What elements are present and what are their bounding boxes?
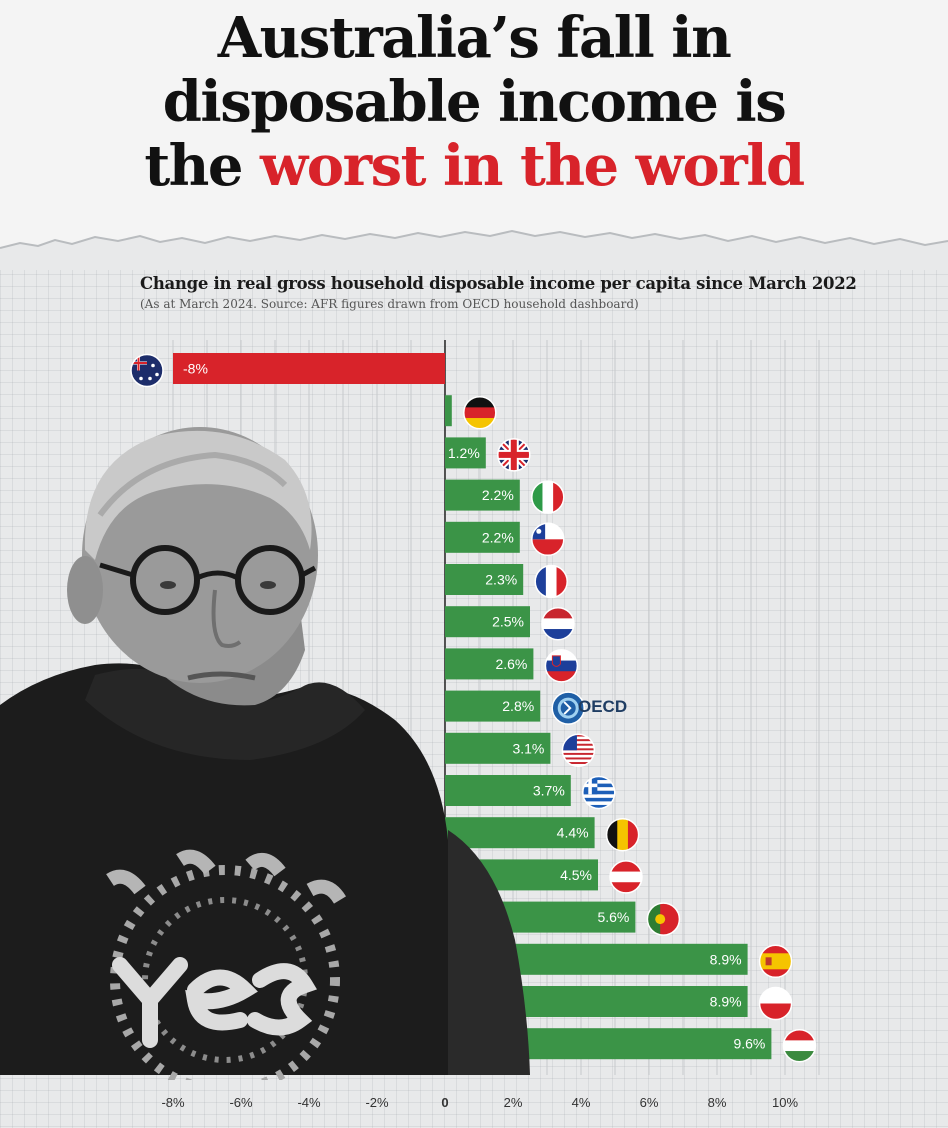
headline-area: Australia’s fall in disposable income is… — [0, 0, 948, 250]
bar — [445, 732, 551, 764]
oecd-text: OECD — [578, 697, 628, 716]
bar-value-label: -8% — [183, 361, 208, 377]
x-axis-ticks: -8% -6% -4% -2% 0 2% 4% 6% 8% 10% — [161, 1095, 798, 1110]
bar-row: 1.2% — [445, 437, 531, 472]
bar-value-label: 2.6% — [495, 656, 527, 672]
chile-flag-icon — [531, 523, 564, 556]
bar — [445, 648, 534, 680]
bar-row: 3.7% — [445, 775, 616, 810]
bar-value-label: 2.2% — [482, 487, 514, 503]
bar — [445, 395, 452, 427]
bar-value-label: 4.5% — [560, 867, 592, 883]
yes-shirt-print — [106, 849, 347, 1080]
bar-row: 2.2% — [445, 521, 565, 557]
bar — [445, 775, 571, 806]
bar-row: 4.4% — [445, 817, 640, 852]
bar — [445, 606, 530, 638]
uk-flag-icon — [497, 438, 530, 471]
bar-row: 2.2% — [445, 479, 565, 514]
bar-row: 2.3% — [445, 564, 568, 599]
slovenia-flag-icon — [545, 649, 578, 682]
bar-value-label: 3.1% — [512, 740, 544, 756]
bar-value-label: 5.6% — [597, 909, 629, 925]
bar-value-label: 1.2% — [448, 445, 480, 461]
bar-row: 3.1% — [445, 732, 596, 768]
x-tick-label: 4% — [572, 1095, 591, 1110]
bar-row: 2.6% — [445, 648, 579, 683]
bar-value-label: 2.2% — [482, 529, 514, 545]
headline-line-1: Australia’s fall in — [217, 5, 732, 71]
germany-flag-icon — [463, 396, 496, 429]
greece-flag-icon — [582, 776, 615, 809]
x-tick-label: 8% — [708, 1095, 727, 1110]
spain-flag-icon — [759, 945, 792, 978]
bar-row — [445, 395, 497, 430]
bar-value-label: 2.5% — [492, 614, 524, 630]
bar-row: 2.8% — [445, 690, 585, 725]
x-tick-label: 0 — [441, 1095, 448, 1110]
headline-line-3: the worst in the world — [0, 134, 948, 198]
bar — [445, 690, 541, 722]
bar-value-label: 3.7% — [533, 783, 565, 799]
bar-row: 2.5% — [445, 606, 575, 641]
bar-value-label: 2.8% — [502, 698, 534, 714]
oecd-logo-icon — [552, 692, 585, 725]
headline: Australia’s fall in disposable income is… — [0, 6, 948, 198]
chart-subtitle: Change in real gross household disposabl… — [140, 274, 857, 293]
portugal-flag-icon — [647, 903, 680, 936]
person-photo-illustration — [0, 427, 530, 1080]
bar — [445, 564, 524, 595]
x-tick-label: 10% — [772, 1095, 798, 1110]
bar-row: -8% — [130, 353, 445, 388]
x-tick-label: -6% — [229, 1095, 253, 1110]
bar-value-label: 8.9% — [710, 951, 742, 967]
usa-flag-icon — [562, 734, 595, 767]
bar — [445, 479, 520, 511]
headline-line-3-plain: the — [144, 133, 261, 199]
belgium-flag-icon — [606, 818, 639, 851]
austria-flag-icon — [610, 860, 642, 893]
torn-paper-edge — [0, 229, 948, 270]
bar — [445, 817, 595, 849]
france-flag-icon — [535, 565, 568, 598]
x-tick-label: -4% — [297, 1095, 321, 1110]
netherlands-flag-icon — [542, 607, 574, 640]
chart-source: (As at March 2024. Source: AFR figures d… — [140, 297, 639, 311]
x-tick-label: -8% — [161, 1095, 185, 1110]
bar-value-label: 9.6% — [733, 1036, 765, 1052]
x-tick-label: 2% — [504, 1095, 523, 1110]
x-tick-label: -2% — [365, 1095, 389, 1110]
italy-flag-icon — [531, 481, 564, 514]
bar — [445, 437, 486, 469]
bar-value-label: 8.9% — [710, 994, 742, 1010]
x-tick-label: 6% — [640, 1095, 659, 1110]
hungary-flag-icon — [783, 1029, 816, 1062]
bar-value-label: 4.4% — [557, 825, 589, 841]
poland-flag-icon — [759, 987, 792, 1020]
bar — [173, 353, 445, 384]
bar-value-label: 2.3% — [485, 572, 517, 588]
headline-accent: worst in the world — [260, 133, 805, 199]
headline-line-2: disposable income is — [162, 69, 787, 135]
bar — [445, 521, 520, 553]
australia-flag-icon — [131, 354, 163, 387]
